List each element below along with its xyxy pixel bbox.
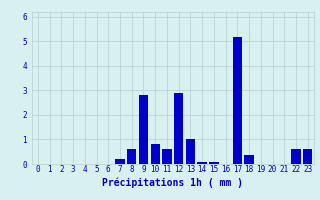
Bar <box>174 93 183 164</box>
Bar <box>244 155 254 164</box>
Bar <box>233 37 242 164</box>
Bar <box>115 159 125 164</box>
Bar <box>197 162 207 164</box>
Bar <box>162 149 172 164</box>
Bar <box>303 149 312 164</box>
X-axis label: Précipitations 1h ( mm ): Précipitations 1h ( mm ) <box>102 177 243 188</box>
Bar <box>186 139 195 164</box>
Bar <box>209 162 219 164</box>
Bar <box>150 144 160 164</box>
Bar <box>127 149 136 164</box>
Bar <box>139 95 148 164</box>
Bar <box>291 149 301 164</box>
